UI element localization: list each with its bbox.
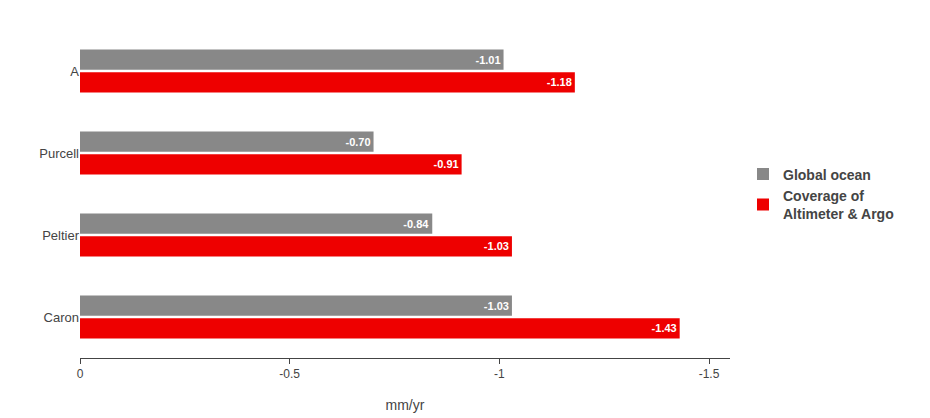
svg-text:A: A <box>70 64 79 79</box>
svg-text:0: 0 <box>77 367 84 381</box>
svg-text:-1.5: -1.5 <box>699 367 720 381</box>
svg-text:-0.91: -0.91 <box>434 158 459 170</box>
svg-text:Caron: Caron <box>44 310 79 325</box>
svg-text:mm/yr: mm/yr <box>386 397 425 413</box>
svg-text:-1.01: -1.01 <box>475 54 500 66</box>
svg-text:-1.43: -1.43 <box>652 322 677 334</box>
svg-text:-1.03: -1.03 <box>484 240 509 252</box>
svg-text:Peltier: Peltier <box>42 228 80 243</box>
svg-text:Purcell: Purcell <box>39 146 79 161</box>
svg-text:-1: -1 <box>494 367 505 381</box>
svg-text:Coverage ofAltimeter & Argo: Coverage ofAltimeter & Argo <box>783 188 894 222</box>
svg-text:-0.5: -0.5 <box>279 367 300 381</box>
svg-text:-1.03: -1.03 <box>484 300 509 312</box>
svg-text:-1.18: -1.18 <box>547 76 572 88</box>
svg-text:Global ocean: Global ocean <box>783 167 871 183</box>
svg-text:-0.70: -0.70 <box>345 136 370 148</box>
svg-text:-0.84: -0.84 <box>403 218 429 230</box>
